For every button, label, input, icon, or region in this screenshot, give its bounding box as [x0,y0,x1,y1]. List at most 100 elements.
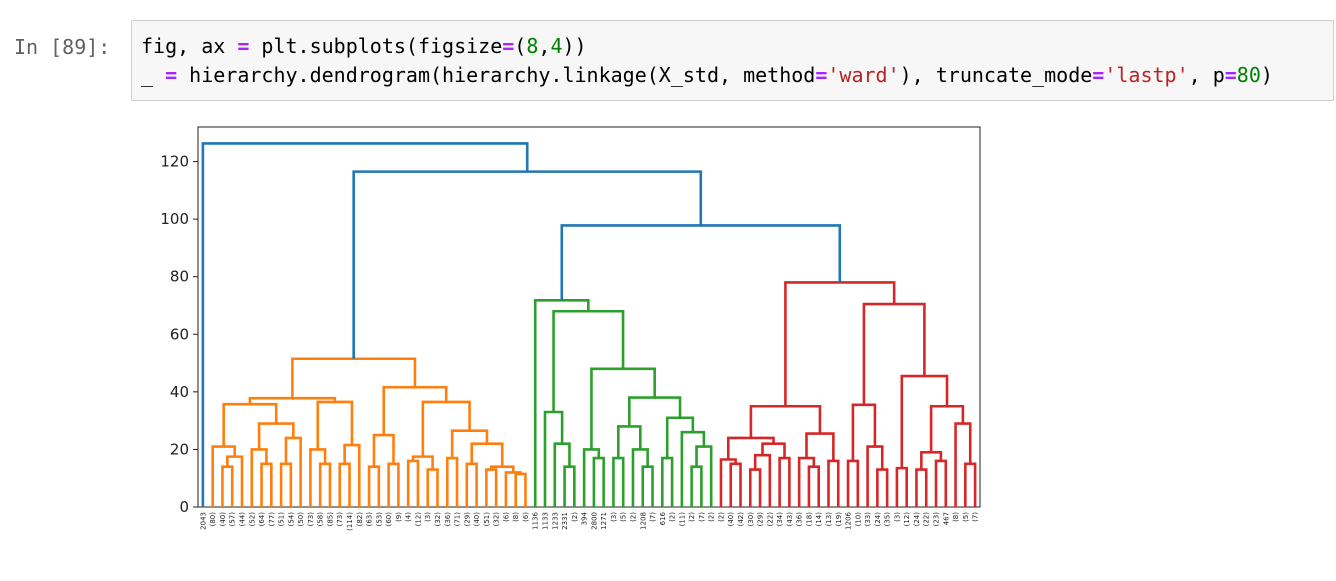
leaf-label: (50) [297,512,305,527]
dendrogram-link [690,465,703,507]
leaf-label: 467 [942,512,950,525]
leaf-label: (30) [747,512,755,527]
leaf-label: (32) [434,512,442,527]
dendrogram-link [489,465,515,473]
leaf-label: (5) [620,512,628,522]
dendrogram-link [866,445,884,507]
leaf-label: (3) [610,512,618,522]
leaf-label: (60) [385,512,393,527]
dendrogram-link [934,459,948,507]
dendrogram-link [729,462,742,507]
code-token: = [165,63,178,87]
dendrogram-link [284,436,302,507]
leaf-label: (32) [493,512,501,527]
dendrogram-link [411,455,434,470]
leaf-label: (44) [238,512,246,527]
leaf-label: (29) [757,512,765,527]
leaf-label: (35) [884,512,892,527]
leaf-label: (13) [825,512,833,527]
code-token: ) [1260,63,1273,87]
dendrogram-link [876,468,889,507]
dendrogram-link [382,385,448,436]
code-token: ), truncate_mode [899,63,1093,87]
leaf-label: (29) [463,512,471,527]
leaf-label: (22) [923,512,931,527]
dendrogram-link [318,462,332,507]
dendrogram-link [201,142,529,507]
leaf-label: (36) [444,512,452,527]
dendrogram-link [590,367,656,450]
leaf-label: (24) [874,512,882,527]
y-tick-label: 120 [160,153,189,171]
leaf-label: (4) [405,512,413,522]
dendrogram-link [248,396,337,405]
code-token: 80 [1236,63,1261,87]
dendrogram-link [343,443,361,507]
dendrogram-link [719,458,737,507]
code-token: , [538,34,551,58]
leaf-label: (43) [786,512,794,527]
leaf-label: (40) [473,512,481,527]
dendrogram-link [226,455,244,507]
dendrogram-link [929,404,965,453]
code-token: fig, ax [141,34,238,58]
dendrogram-link [257,422,295,450]
leaf-label: (2) [708,512,716,522]
leaf-label: (2) [629,512,637,522]
leaf-label: (19) [835,512,843,527]
leaf-label: 1133 [542,512,550,530]
leaf-label: (2) [669,512,677,522]
dendrogram-link [695,445,713,507]
dendrogram-link [761,442,786,459]
leaf-label: (53) [375,512,383,527]
code-token: , p [1188,63,1225,87]
dendrogram-link [964,462,977,507]
leaf-label: (8) [952,512,960,522]
code-token: 4 [550,34,563,58]
code-token: 'lastp' [1104,63,1189,87]
leaf-label: (23) [933,512,941,527]
leaf-label: 1136 [532,511,540,529]
leaf-label: (2) [688,512,696,522]
leaf-label: 1233 [551,512,559,530]
leaf-label: (9) [395,512,403,522]
dendrogram-link [592,456,605,507]
leaf-label: 1208 [639,512,647,530]
leaf-label: (40) [727,512,735,527]
dendrogram-link [563,465,576,507]
dendrogram-link [748,468,762,507]
dendrogram-link [222,402,278,447]
leaf-label: (11) [678,512,686,527]
leaf-label: 2331 [561,512,569,530]
leaf-label: (80) [209,512,217,527]
dendrogram-link [465,462,478,507]
leaf-label: (42) [737,512,745,527]
code-token: = [1224,63,1237,87]
y-tick-label: 60 [170,325,189,343]
code-token: = [237,34,250,58]
code-token: = [502,34,515,58]
dendrogram-link [533,299,590,507]
code-token: )) [562,34,587,58]
leaf-label: (52) [248,512,256,527]
dendrogram-link [807,465,821,507]
dendrogram-link [470,442,504,467]
dendrogram-link [851,403,877,461]
code-token: = [1092,63,1105,87]
leaf-label: 2043 [199,512,207,530]
leaf-label: (7) [649,512,657,522]
leaf-label: 394 [581,511,589,525]
leaf-label: (57) [229,512,237,527]
y-tick-label: 40 [170,383,189,401]
y-tick-label: 0 [179,498,189,516]
cell-prompt: In [89]: [14,35,111,59]
leaf-label: (7) [698,512,706,522]
dendrogram-link [221,465,234,507]
leaf-label: (14) [815,512,823,527]
dendrogram-link [291,357,417,399]
code-cell[interactable]: fig, ax = plt.subplots(figsize=(8,4)) _ … [131,20,1334,101]
dendrogram-link [421,400,471,457]
code-line: fig, ax = plt.subplots(figsize=(8,4)) [141,32,1333,61]
leaf-label: (2) [571,512,579,522]
